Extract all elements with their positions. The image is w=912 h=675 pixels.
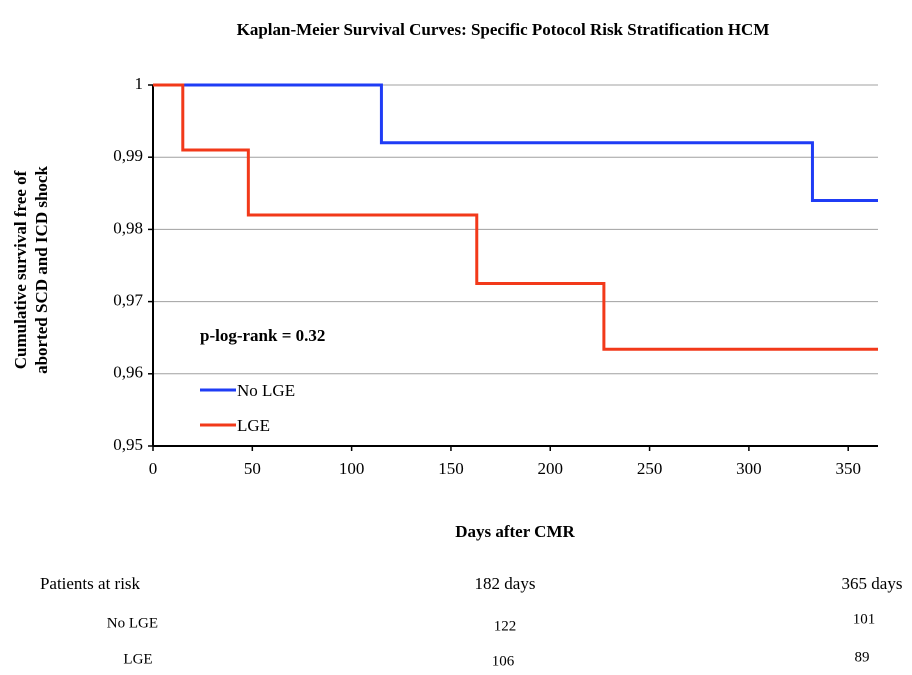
- y-tick-label: 0,97: [113, 291, 143, 310]
- x-tick-label: 150: [438, 459, 464, 478]
- risk-table-header: 182 days: [475, 574, 536, 593]
- risk-table-cell: 106: [492, 653, 515, 669]
- x-tick-label: 0: [149, 459, 158, 478]
- risk-table-row-label: No LGE: [107, 615, 158, 631]
- x-tick-label: 300: [736, 459, 762, 478]
- x-tick-label: 200: [538, 459, 564, 478]
- y-axis-label: aborted SCD and ICD shock: [32, 166, 51, 374]
- risk-table-row-label: LGE: [123, 651, 152, 667]
- x-tick-label: 250: [637, 459, 663, 478]
- legend-label: No LGE: [237, 381, 295, 400]
- survival-curve: [153, 83, 878, 351]
- x-tick-label: 50: [244, 459, 261, 478]
- legend-label: LGE: [237, 416, 270, 435]
- y-tick-label: 0,96: [113, 363, 143, 382]
- x-tick-label: 350: [835, 459, 861, 478]
- risk-table-header: 365 days: [842, 574, 903, 593]
- y-axis-label: Cumulative survival free of: [11, 170, 30, 369]
- annotation: p-log-rank = 0.32: [200, 326, 325, 345]
- risk-table-header: Patients at risk: [40, 574, 141, 593]
- x-axis-label: Days after CMR: [455, 522, 575, 541]
- y-tick-label: 0,99: [113, 146, 143, 165]
- risk-table-cell: 89: [855, 649, 870, 665]
- survival-curve: [153, 83, 878, 203]
- risk-table-cell: 101: [853, 611, 876, 627]
- x-tick-label: 100: [339, 459, 365, 478]
- chart-title: Kaplan-Meier Survival Curves: Specific P…: [237, 20, 770, 39]
- y-tick-label: 0,98: [113, 218, 143, 237]
- risk-table-cell: 122: [494, 618, 517, 634]
- y-tick-label: 1: [135, 74, 144, 93]
- y-tick-label: 0,95: [113, 435, 143, 454]
